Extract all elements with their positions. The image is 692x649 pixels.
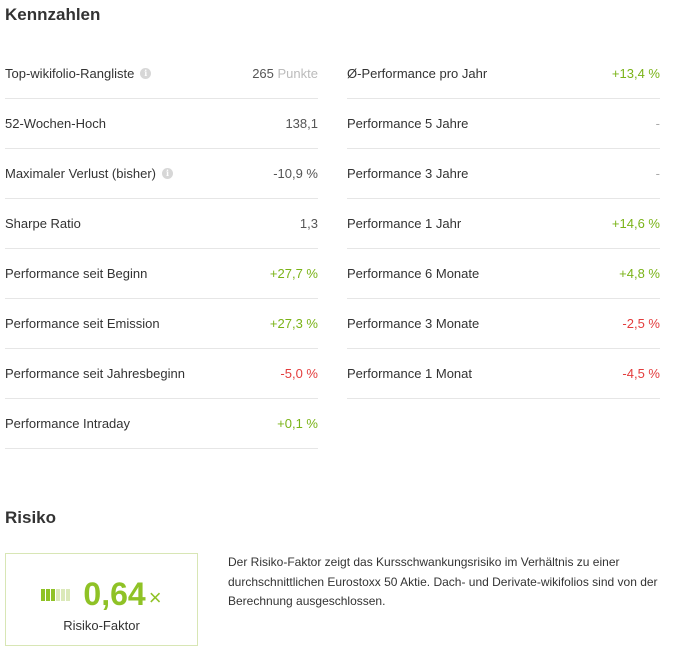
kpi-row: Performance 1 Jahr +14,6 % [347,199,660,249]
kpi-label: Performance 3 Monate [347,316,479,331]
kpi-value: +27,7 % [270,266,318,281]
kpi-label-text: Performance 3 Jahre [347,166,469,181]
info-icon[interactable]: i [140,68,152,79]
risk-level-bar [61,588,66,601]
kpi-label: Top-wikifolio-Rangliste i [5,66,152,81]
kpi-row: Performance 1 Monat -4,5 % [347,349,660,399]
kpi-value-text: 265 [252,66,274,81]
kpi-value-text: - [655,116,660,131]
kpi-value-text: +0,1 % [277,416,318,431]
kpi-value-text: +14,6 % [611,216,660,231]
kpi-value: -5,0 % [280,366,318,381]
kpi-label: Performance 1 Monat [347,366,472,381]
kpi-label-text: 52-Wochen-Hoch [5,116,106,131]
kpi-value-text: +27,3 % [269,316,318,331]
kpi-value-text: 1,3 [299,216,318,231]
kpi-label-text: Performance 3 Monate [347,316,480,331]
kpi-value-text: -5,0 % [280,366,318,381]
kpi-label: Sharpe Ratio [5,216,81,231]
kpi-value-text: +4,8 % [619,266,660,281]
kpi-label-text: Performance seit Emission [5,316,160,331]
kpi-row: Performance 5 Jahre - [347,99,660,149]
kennzahlen-right-column: Ø-Performance pro Jahr +13,4 % Performance… [347,49,660,399]
kpi-label: Performance 3 Jahre [347,166,468,181]
kpi-value: +27,3 % [270,316,318,331]
kpi-label: Ø-Performance pro Jahr [347,66,487,81]
kpi-label: Performance seit Emission [5,316,160,331]
kpi-row: Ø-Performance pro Jahr +13,4 % [347,49,660,99]
kpi-row: Performance Intraday +0,1 % [5,399,318,449]
kpi-label-text: Performance Intraday [5,416,131,431]
kpi-value: - [656,116,660,131]
kpi-value: -4,5 % [622,366,660,381]
kpi-value: - [656,166,660,181]
kpi-label: Performance 5 Jahre [347,116,468,131]
kpi-row: Performance seit Beginn +27,7 % [5,249,318,299]
kpi-value-text: - [655,166,660,181]
kpi-label: Performance seit Jahresbeginn [5,366,185,381]
kpi-value-text: -4,5 % [622,366,660,381]
kpi-unit: Punkte [277,66,318,81]
kpi-value: 138,1 [285,116,318,131]
kpi-label: Performance 1 Jahr [347,216,461,231]
risk-level-bar [66,588,71,601]
kpi-value-text: -2,5 % [622,316,660,331]
risk-description: Der Risiko-Faktor zeigt das Kursschwanku… [228,555,658,608]
kpi-label-text: Performance seit Jahresbeginn [5,366,185,381]
kpi-label: 52-Wochen-Hoch [5,116,106,131]
risk-factor-label: Risiko-Faktor [63,618,140,633]
kpi-value: -2,5 % [622,316,660,331]
kpi-value: +4,8 % [619,266,660,281]
risk-factor-box: 0,64 × Risiko-Faktor [5,553,198,646]
risk-level-bar [41,588,46,601]
kpi-row: Top-wikifolio-Rangliste i 265 Punkte [5,49,318,99]
kpi-label-text: Performance 6 Monate [347,266,480,281]
risk-times-sign: × [148,584,162,610]
kpi-value: 265 Punkte [252,66,318,81]
risk-factor-value: 0,64 [83,576,146,612]
kpi-label: Maximaler Verlust (bisher) i [5,166,173,181]
risk-level-bar [51,588,56,601]
kpi-label-text: Performance 1 Monat [347,366,473,381]
kpi-label-text: Performance 1 Jahr [347,216,462,231]
kpi-row: Performance 3 Monate -2,5 % [347,299,660,349]
kpi-value: +0,1 % [277,416,318,431]
kpi-label-text: Ø-Performance pro Jahr [347,66,488,81]
kpi-value-text: +27,7 % [269,266,318,281]
kpi-label: Performance seit Beginn [5,266,147,281]
kennzahlen-left-column: Top-wikifolio-Rangliste i 265 Punkte 52-Woc… [5,49,318,449]
kpi-label-text: Maximaler Verlust (bisher) [5,166,156,181]
kpi-row: 52-Wochen-Hoch 138,1 [5,99,318,149]
risk-level-bar [46,588,51,601]
kpi-row: Sharpe Ratio 1,3 [5,199,318,249]
kpi-value: 1,3 [300,216,318,231]
kpi-row: Maximaler Verlust (bisher) i -10,9 % [5,149,318,199]
kpi-value-text: +13,4 % [611,66,660,81]
kpi-value-text: -10,9 % [273,166,318,181]
kpi-label-text: Sharpe Ratio [5,216,81,231]
kpi-row: Performance 3 Jahre - [347,149,660,199]
kpi-label: Performance Intraday [5,416,130,431]
kpi-value: -10,9 % [273,166,318,181]
kpi-value-text: 138,1 [285,116,318,131]
risk-level-bar [56,588,61,601]
kpi-row: Performance seit Emission +27,3 % [5,299,318,349]
kpi-label-text: Top-wikifolio-Rangliste [5,66,135,81]
kpi-row: Performance seit Jahresbeginn -5,0 % [5,349,318,399]
kpi-row: Performance 6 Monate +4,8 % [347,249,660,299]
kpi-label-text: Performance seit Beginn [5,266,148,281]
risiko-title: Risiko [5,508,57,527]
kennzahlen-title: Kennzahlen [5,5,101,24]
kpi-value: +14,6 % [612,216,660,231]
risk-level-bars [41,588,71,601]
kpi-label: Performance 6 Monate [347,266,479,281]
kpi-label-text: Performance 5 Jahre [347,116,469,131]
info-icon[interactable]: i [162,168,173,179]
kpi-value: +13,4 % [612,66,660,81]
